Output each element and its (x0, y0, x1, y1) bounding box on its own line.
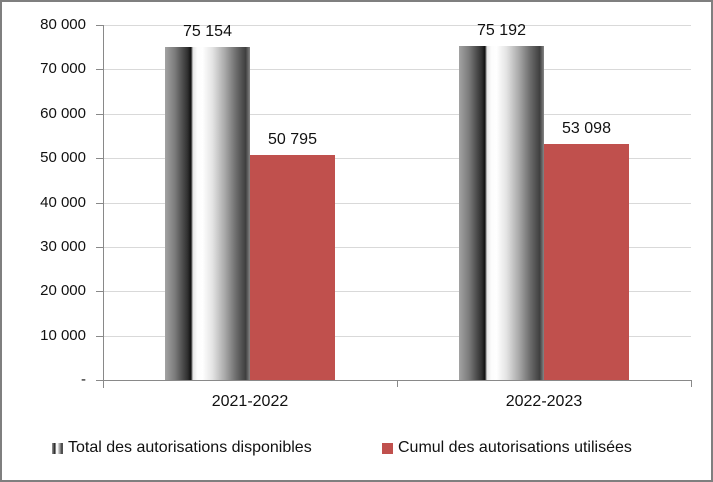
bar-cumul-2021-2022 (250, 155, 335, 380)
gridline-50000 (104, 158, 691, 159)
y-axis-label-6: 60 000 (40, 105, 86, 122)
gridline-30000 (104, 247, 691, 248)
y-axis-label-0: - (81, 371, 86, 388)
gridline-10000 (104, 336, 691, 337)
gridline-20000 (104, 291, 691, 292)
data-label-total-2022-2023: 75 192 (477, 22, 526, 39)
y-axis-label-3: 30 000 (40, 238, 86, 255)
gridline-60000 (104, 114, 691, 115)
y-axis-tick-7 (96, 69, 103, 70)
y-axis-label-1: 10 000 (40, 327, 86, 344)
gridline-80000 (104, 25, 691, 26)
data-label-cumul-2021-2022: 50 795 (268, 131, 317, 148)
y-axis-tick-6 (96, 114, 103, 115)
y-axis-tick-2 (96, 291, 103, 292)
x-axis-tick-0 (103, 381, 104, 387)
y-axis-tick-8 (96, 25, 103, 26)
gridline-40000 (104, 203, 691, 204)
y-axis-tick-5 (96, 158, 103, 159)
red-swatch-icon (382, 442, 393, 454)
legend-entry-cumul-utilisees: Cumul des autorisations utilisées (382, 439, 632, 456)
y-axis-label-8: 80 000 (40, 16, 86, 33)
legend-label: Cumul des autorisations utilisées (398, 439, 632, 456)
y-axis-tick-4 (96, 203, 103, 204)
legend-entry-total-disponibles: Total des autorisations disponibles (52, 439, 312, 456)
striped-gray-swatch-icon (52, 442, 63, 454)
legend-label: Total des autorisations disponibles (68, 439, 312, 456)
data-label-cumul-2022-2023: 53 098 (562, 120, 611, 137)
y-axis-label-5: 50 000 (40, 149, 86, 166)
bar-total-2021-2022 (165, 47, 250, 380)
x-axis-tick-1 (397, 381, 398, 387)
x-axis-label-2022-2023: 2022-2023 (505, 393, 583, 410)
y-axis-label-7: 70 000 (40, 60, 86, 77)
x-axis-label-2021-2022: 2021-2022 (211, 393, 289, 410)
y-axis-tick-3 (96, 247, 103, 248)
x-axis-tick-2 (691, 381, 692, 387)
y-axis-label-4: 40 000 (40, 194, 86, 211)
gridline-70000 (104, 69, 691, 70)
y-axis-tick-1 (96, 336, 103, 337)
x-axis-line (96, 380, 692, 381)
y-axis-label-2: 20 000 (40, 282, 86, 299)
data-label-total-2021-2022: 75 154 (183, 23, 232, 40)
bar-total-2022-2023 (459, 46, 544, 380)
y-axis-line (103, 25, 104, 388)
bar-cumul-2022-2023 (544, 144, 629, 380)
